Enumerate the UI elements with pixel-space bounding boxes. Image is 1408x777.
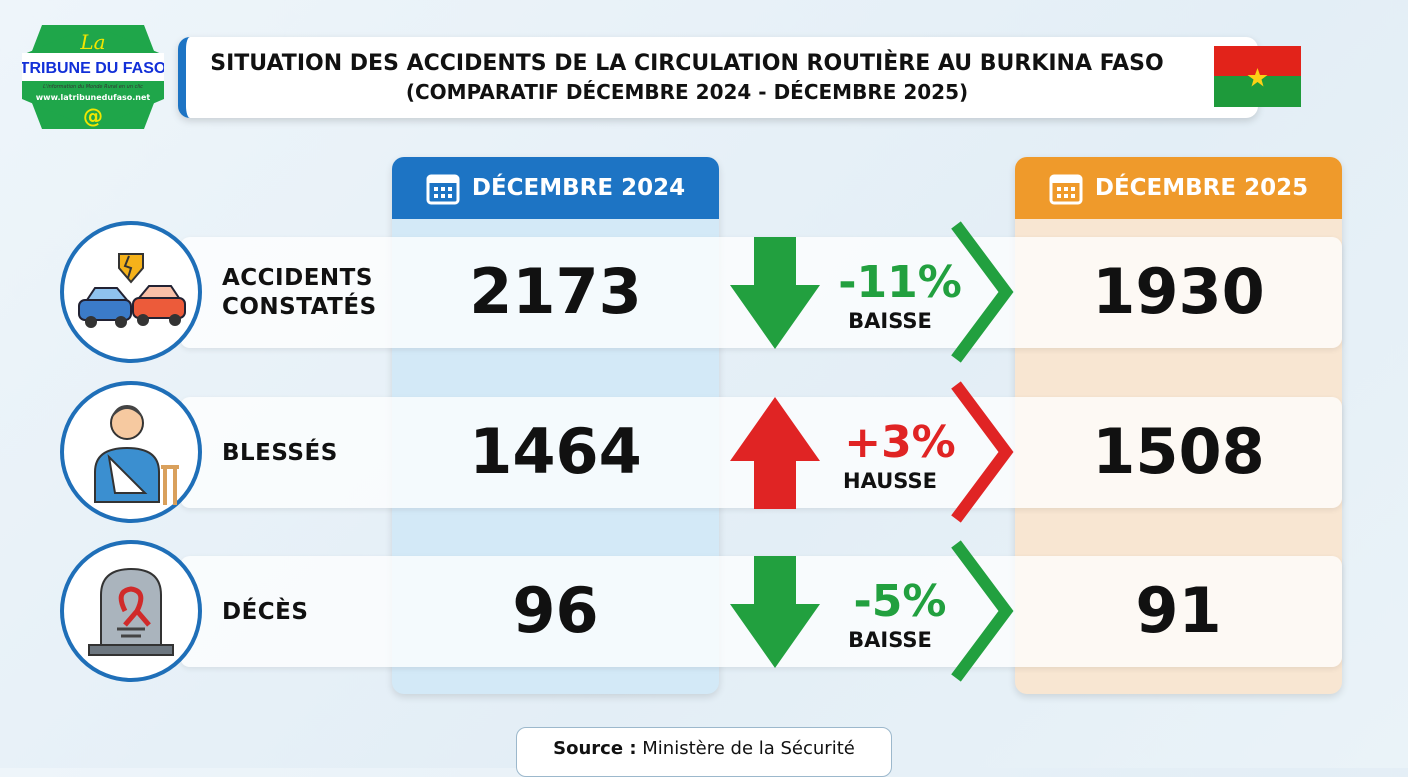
row-label: ACCIDENTS CONSTATÉS — [222, 265, 377, 320]
injured-person-icon — [94, 405, 179, 505]
value-2024: 2173 — [469, 255, 642, 328]
source-label: Source : — [553, 738, 637, 759]
percent-change: +3% — [844, 417, 956, 468]
value-2024: 96 — [512, 574, 599, 647]
source-value: Ministère de la Sécurité — [642, 738, 855, 759]
chevron-right-icon — [951, 540, 1014, 682]
svg-text:L'information du Monde Rural e: L'information du Monde Rural en un clic — [43, 84, 143, 90]
value-2025: 1508 — [1092, 415, 1265, 488]
trend-label: BAISSE — [848, 628, 932, 652]
trend-label: HAUSSE — [843, 469, 937, 493]
value-2025: 91 — [1135, 574, 1222, 647]
page-title: SITUATION DES ACCIDENTS DE LA CIRCULATIO… — [210, 51, 1164, 76]
svg-text:@: @ — [83, 104, 103, 128]
burkina-faso-flag-icon — [1214, 46, 1301, 107]
row-icon-circle — [60, 221, 202, 363]
car-crash-icon — [78, 253, 186, 328]
svg-text:www.latribunedufaso.net: www.latribunedufaso.net — [36, 93, 151, 102]
row-label: DÉCÈS — [222, 599, 309, 625]
row-label: BLESSÉS — [222, 440, 338, 466]
page-subtitle: (COMPARATIF DÉCEMBRE 2024 - DÉCEMBRE 202… — [405, 80, 969, 104]
svg-text:TRIBUNE DU FASO: TRIBUNE DU FASO — [22, 60, 164, 77]
calendar-icon — [1049, 174, 1083, 205]
logo: La TRIBUNE DU FASO L'information du Mond… — [22, 25, 164, 129]
title-box: SITUATION DES ACCIDENTS DE LA CIRCULATIO… — [178, 37, 1258, 118]
row-icon-circle — [60, 540, 202, 682]
source-box: Source : Ministère de la Sécurité — [516, 727, 892, 777]
value-2025: 1930 — [1092, 255, 1265, 328]
trend-label: BAISSE — [848, 309, 932, 333]
percent-change: -11% — [838, 257, 962, 308]
percent-change: -5% — [853, 576, 947, 627]
tombstone-icon — [88, 567, 174, 656]
arrow-down-icon — [730, 556, 820, 668]
column-2024-title: DÉCEMBRE 2024 — [471, 175, 686, 201]
chevron-right-icon — [951, 221, 1014, 363]
calendar-icon — [426, 174, 460, 205]
arrow-down-icon — [730, 237, 820, 349]
column-2025-title: DÉCEMBRE 2025 — [1094, 175, 1309, 201]
arrow-up-icon — [730, 397, 820, 509]
chevron-right-icon — [951, 381, 1014, 523]
row-icon-circle — [60, 381, 202, 523]
svg-text:La: La — [79, 30, 105, 54]
value-2024: 1464 — [469, 415, 642, 488]
